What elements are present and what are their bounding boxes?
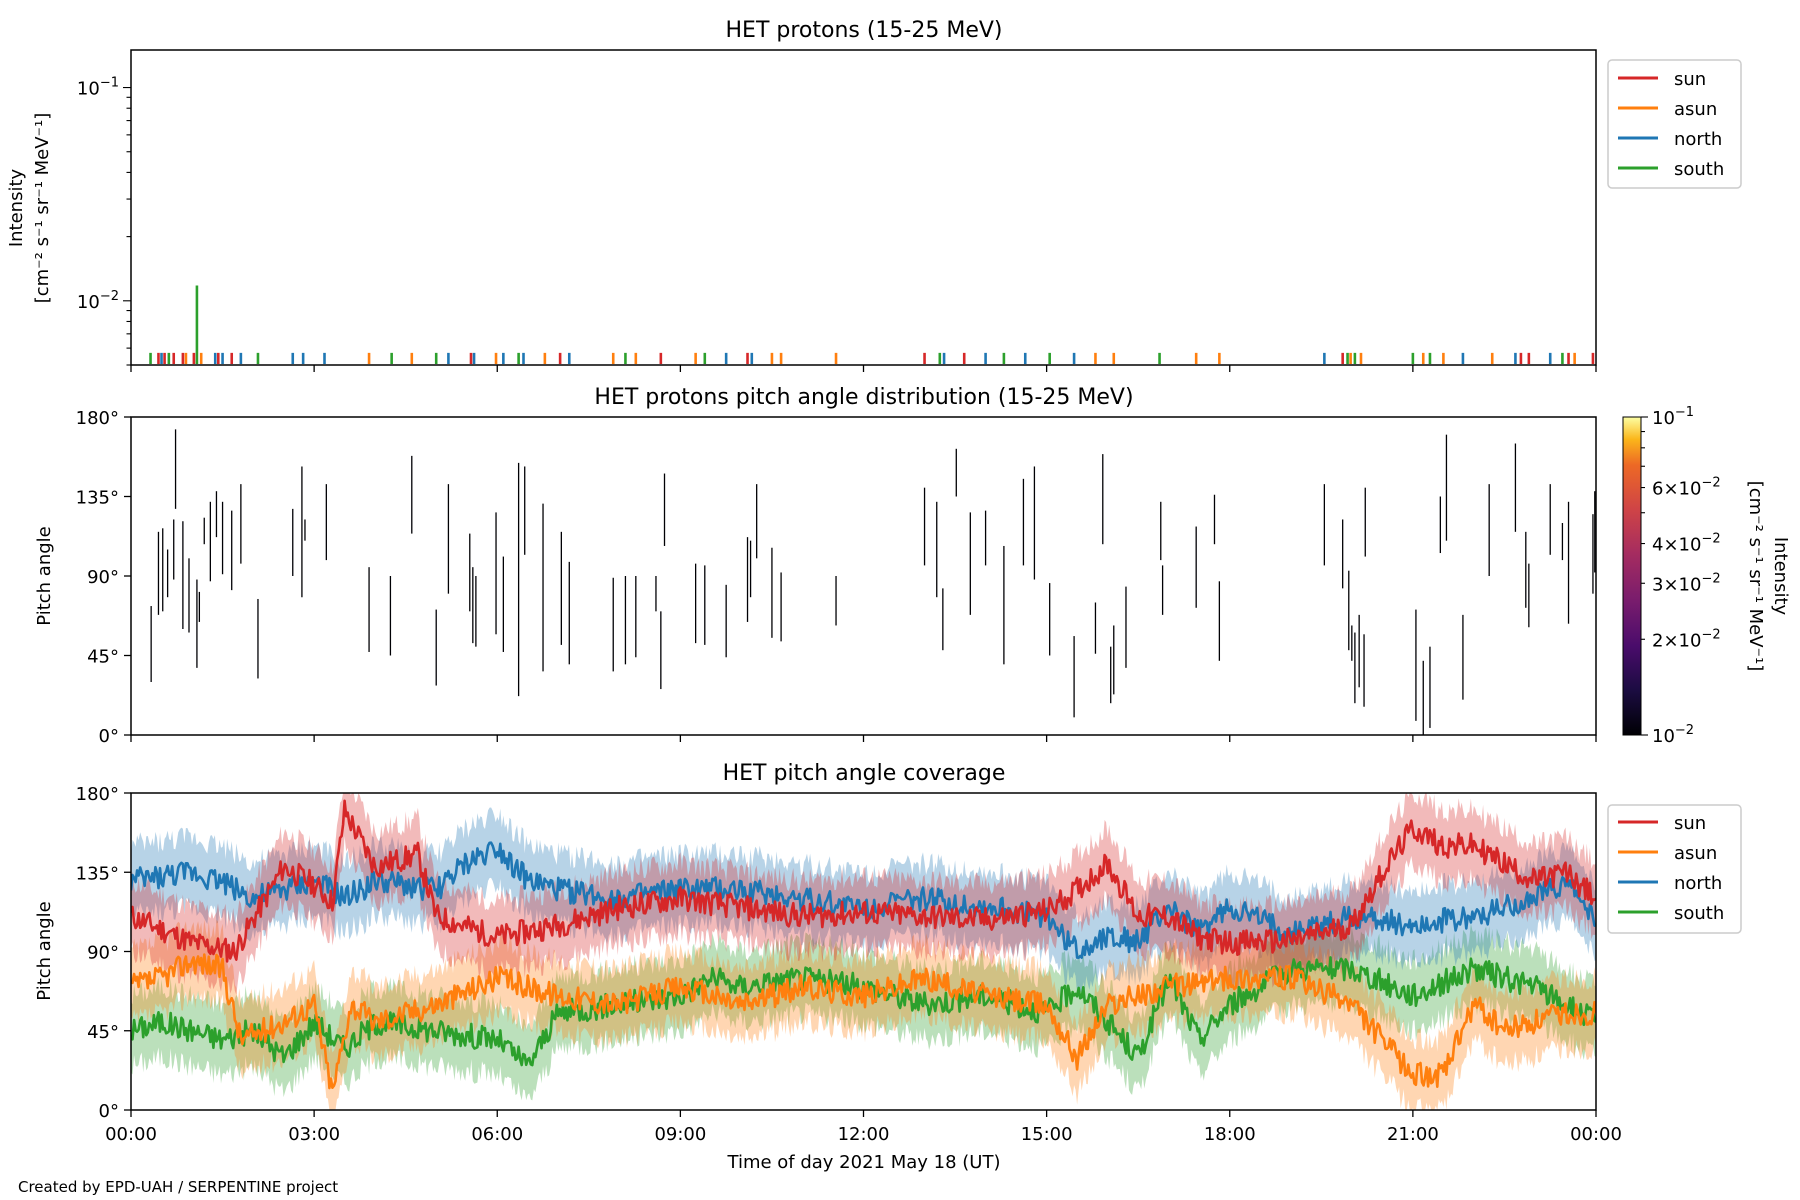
colorbar-tick-label: 2×10−2 (1652, 627, 1721, 651)
intensity-legend: sun asun north south (1607, 59, 1742, 189)
intensity-y-axis: 10−1 10−2 (77, 76, 131, 366)
panel-pad-frame (130, 416, 1597, 736)
x-tick-label: 00:00 (1570, 1124, 1622, 1145)
x-tick-label: 00:00 (105, 1124, 157, 1145)
coverage-line-north (131, 841, 1596, 959)
colorbar: 10−1 6×10−2 4×10−2 3×10−2 2×10−2 10−2 Intensi… (1622, 405, 1791, 747)
panel-intensity-title: HET protons (15-25 MeV) (726, 18, 1003, 43)
coverage-marks (131, 793, 1596, 1110)
x-tick-label: 06:00 (471, 1124, 523, 1145)
colorbar-label-line1: Intensity (1770, 537, 1791, 616)
pad-marks (150, 429, 1596, 735)
x-tick-label: 03:00 (288, 1124, 340, 1145)
pad-y-axis: 0° 45° 90° 135° 180° (76, 408, 131, 747)
panel-pad-title: HET protons pitch angle distribution (15… (594, 385, 1133, 410)
colorbar-tick-label: 4×10−2 (1652, 532, 1721, 556)
x-tick-label: 09:00 (654, 1124, 706, 1145)
coverage-ylabel: Pitch angle (34, 901, 55, 1000)
x-tick-label: 18:00 (1204, 1124, 1256, 1145)
pad-y-tick-label: 135° (76, 488, 119, 509)
colorbar-tick-label: 10−2 (1652, 723, 1694, 747)
coverage-y-tick-label: 0° (99, 1101, 119, 1122)
legend-sun-label: sun (1674, 69, 1706, 90)
coverage-y-tick-label: 90° (87, 943, 119, 964)
coverage-y-tick-label: 45° (87, 1022, 119, 1043)
pad-x-ticks (130, 735, 1597, 742)
coverage-x-axis: 00:00 03:00 06:00 09:00 12:00 15:00 18:00 21:00… (105, 1110, 1622, 1145)
pad-y-tick-label: 180° (76, 408, 119, 429)
coverage-line-sun (131, 799, 1596, 963)
legend-south-label: south (1674, 159, 1724, 180)
coverage-band-asun (131, 919, 1596, 1110)
x-tick-label: 21:00 (1387, 1124, 1439, 1145)
coverage-legend-south-label: south (1674, 903, 1724, 924)
coverage-legend-asun-label: asun (1674, 843, 1717, 864)
coverage-y-tick-label: 135° (76, 863, 119, 884)
x-tick-label: 15:00 (1021, 1124, 1073, 1145)
panel-pad: HET protons pitch angle distribution (15… (34, 385, 1791, 747)
colorbar-gradient (1622, 416, 1642, 736)
intensity-ylabel-line1: Intensity (6, 168, 27, 247)
intensity-y-tick-label: 10−1 (77, 76, 119, 100)
coverage-y-tick-label: 180° (76, 784, 119, 805)
panel-intensity: HET protons (15-25 MeV) 10−1 10−2 Intensi… (6, 18, 1742, 372)
coverage-line-asun (131, 953, 1596, 1090)
panel-coverage: HET pitch angle coverage 0° 45° 90° 135° 180… (34, 761, 1742, 1173)
coverage-band-south (131, 922, 1596, 1101)
coverage-legend-sun-label: sun (1674, 813, 1706, 834)
coverage-legend: sun asun north south (1607, 804, 1742, 934)
x-axis-label: Time of day 2021 May 18 (UT) (727, 1152, 1001, 1173)
pad-y-tick-label: 0° (99, 726, 119, 747)
colorbar-ticks: 10−1 6×10−2 4×10−2 3×10−2 2×10−2 10−2 (1641, 405, 1721, 747)
pad-ylabel: Pitch angle (34, 526, 55, 625)
pad-y-tick-label: 90° (87, 567, 119, 588)
colorbar-tick-label: 6×10−2 (1652, 476, 1721, 500)
panel-coverage-title: HET pitch angle coverage (723, 761, 1006, 786)
coverage-legend-north-label: north (1674, 873, 1722, 894)
pad-y-tick-label: 45° (87, 647, 119, 668)
x-tick-label: 12:00 (838, 1124, 890, 1145)
intensity-ylabel-line2: [cm⁻² s⁻¹ sr⁻¹ MeV⁻¹] (32, 113, 53, 304)
intensity-y-tick-label: 10−2 (77, 289, 119, 313)
intensity-marks (149, 285, 1595, 364)
colorbar-label-line2: [cm⁻² s⁻¹ sr⁻¹ MeV⁻¹] (1745, 481, 1766, 672)
colorbar-tick-label: 3×10−2 (1652, 571, 1721, 595)
intensity-x-ticks (130, 365, 1597, 372)
colorbar-tick-label: 10−1 (1652, 405, 1694, 429)
legend-asun-label: asun (1674, 99, 1717, 120)
credit-text: Created by EPD-UAH / SERPENTINE project (18, 1178, 338, 1196)
panel-intensity-frame (130, 49, 1597, 366)
coverage-line-south (131, 956, 1596, 1067)
coverage-y-axis: 0° 45° 90° 135° 180° (76, 784, 131, 1122)
legend-north-label: north (1674, 129, 1722, 150)
